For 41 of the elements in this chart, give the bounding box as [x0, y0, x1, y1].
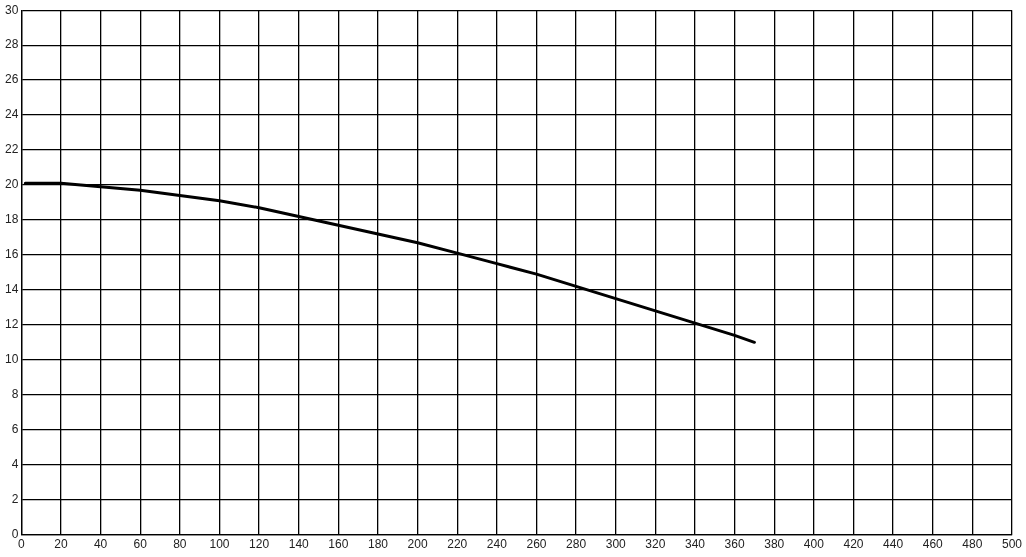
x-tick-label: 140: [288, 537, 310, 552]
x-tick-label: 460: [922, 537, 944, 552]
y-tick-label: 2: [11, 491, 19, 506]
x-tick-label: 40: [93, 537, 108, 552]
x-tick-label: 400: [803, 537, 825, 552]
x-tick-label: 240: [486, 537, 508, 552]
y-tick-label: 20: [4, 177, 19, 192]
y-tick-label: 8: [11, 387, 19, 402]
y-tick-label: 30: [4, 2, 19, 17]
x-tick-label: 200: [407, 537, 428, 552]
x-tick-label: 260: [526, 537, 547, 552]
x-tick-label: 300: [605, 537, 627, 552]
y-tick-label: 28: [4, 37, 19, 52]
x-tick-label: 60: [133, 537, 148, 552]
y-tick-label: 16: [4, 247, 19, 262]
x-tick-label: 160: [328, 537, 349, 552]
y-tick-label: 24: [4, 107, 19, 122]
x-tick-label: 380: [764, 537, 785, 552]
x-tick-label: 100: [209, 537, 230, 552]
x-tick-label: 440: [883, 537, 904, 552]
x-tick-label: 220: [447, 537, 468, 552]
x-tick-label: 360: [724, 537, 745, 552]
x-tick-label: 20: [54, 537, 68, 552]
y-tick-label: 4: [11, 456, 19, 471]
x-tick-label: 420: [843, 537, 864, 552]
x-tick-label: 80: [173, 537, 187, 552]
y-tick-label: 18: [4, 212, 19, 227]
y-tick-label: 10: [4, 352, 19, 367]
y-tick-label: 12: [4, 317, 19, 332]
y-tick-label: 14: [4, 282, 19, 297]
x-tick-label: 280: [566, 537, 587, 552]
x-tick-label: 180: [367, 537, 389, 552]
x-tick-label: 340: [684, 537, 706, 552]
x-tick-label: 500: [1001, 537, 1023, 552]
y-tick-label: 6: [11, 422, 19, 437]
y-tick-label: 26: [4, 72, 19, 87]
y-tick-label: 0: [11, 526, 19, 541]
x-tick-label: 320: [645, 537, 666, 552]
x-tick-label: 120: [249, 537, 270, 552]
y-tick-label: 22: [4, 142, 19, 157]
x-tick-label: 480: [962, 537, 983, 552]
